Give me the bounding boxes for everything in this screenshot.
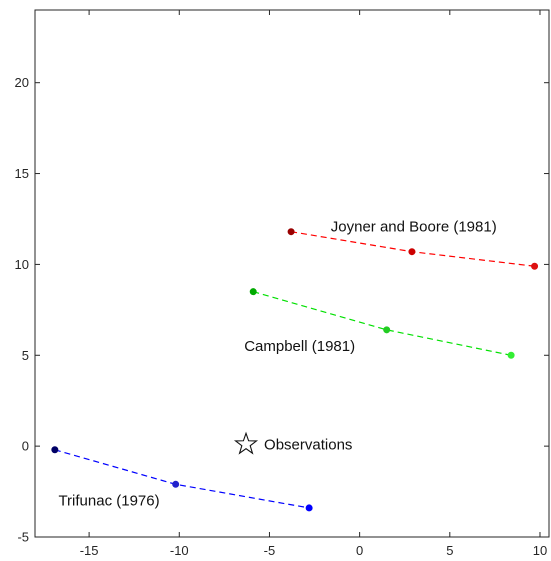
data-point-trifunac-1976 (172, 480, 180, 488)
x-tick-label: -5 (264, 543, 276, 558)
annotation-joyner-and-boore-1981: Joyner and Boore (1981) (331, 218, 497, 235)
x-tick-label: -10 (170, 543, 189, 558)
annotation-trifunac-1976: Trifunac (1976) (58, 493, 159, 510)
plot-box (34, 9, 550, 538)
y-tick-label: 20 (15, 75, 29, 90)
data-point-joyner-and-boore-1981 (408, 248, 416, 256)
data-point-trifunac-1976 (51, 446, 59, 454)
y-tick-label: 5 (22, 348, 29, 363)
y-tick-label: 15 (15, 166, 29, 181)
data-point-campbell-1981 (383, 326, 391, 334)
annotation-campbell-1981: Campbell (1981) (244, 338, 355, 355)
data-point-joyner-and-boore-1981 (287, 228, 295, 236)
series-line-campbell-1981 (253, 291, 512, 356)
data-point-joyner-and-boore-1981 (531, 262, 539, 270)
data-point-campbell-1981 (249, 288, 257, 296)
x-tick-label: 0 (356, 543, 363, 558)
x-tick-label: 10 (533, 543, 547, 558)
data-point-trifunac-1976 (305, 504, 313, 512)
y-tick-label: 10 (15, 257, 29, 272)
annotation-observations: Observations (264, 436, 352, 453)
y-tick-label: -5 (17, 530, 29, 545)
x-tick-label: 5 (446, 543, 453, 558)
y-tick-label: 0 (22, 439, 29, 454)
x-tick-label: -15 (80, 543, 99, 558)
data-point-campbell-1981 (507, 351, 515, 359)
observation-star-icon (233, 431, 259, 455)
